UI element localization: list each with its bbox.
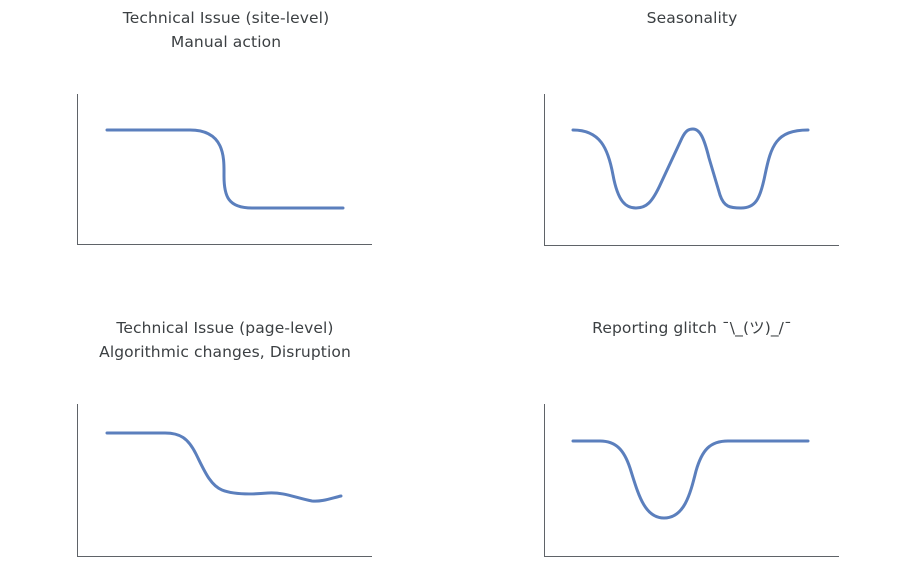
chart-reporting-glitch-dip (544, 404, 839, 557)
panel-title-line-1: Technical Issue (page-level) (116, 319, 334, 337)
panel-title-line-2: Manual action (170, 33, 282, 51)
chart-axes (544, 94, 839, 246)
trend-line-sudden-drop (105, 128, 345, 210)
chart-page-level-decline (77, 404, 372, 557)
panel-title: Seasonality (482, 6, 902, 30)
chart-site-level-drop (77, 94, 372, 245)
panel-title-line-1: Technical Issue (site-level) (122, 9, 330, 27)
panel-title: Technical Issue (page-level) Algorithmic… (15, 316, 435, 364)
chart-seasonality-wave (544, 94, 839, 246)
chart-axes (77, 404, 372, 557)
trend-line-gradual-decline (105, 431, 343, 503)
panel-title-line-1: Reporting glitch ¯\_(ツ)_/¯ (592, 319, 792, 337)
trend-line-temporary-dip (571, 439, 810, 520)
panel-title: Technical Issue (site-level) Manual acti… (16, 6, 436, 54)
chart-axes (77, 94, 372, 245)
chart-axes (544, 404, 839, 557)
trend-line-seasonal-cycles (571, 127, 810, 210)
panel-title: Reporting glitch ¯\_(ツ)_/¯ (482, 316, 902, 340)
panel-title-line-1: Seasonality (646, 9, 738, 27)
panel-title-line-2: Algorithmic changes, Disruption (99, 343, 351, 361)
